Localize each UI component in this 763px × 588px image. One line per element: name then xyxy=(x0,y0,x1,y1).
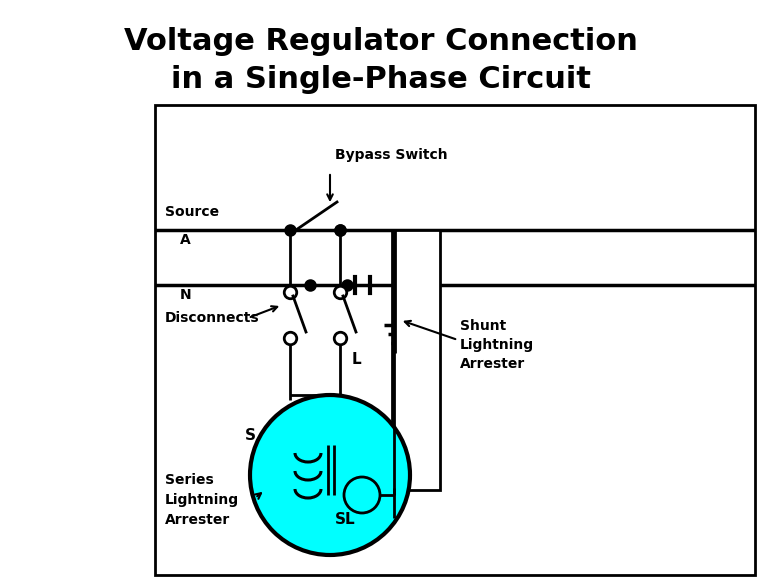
Text: Bypass Switch: Bypass Switch xyxy=(335,148,448,162)
Text: SL: SL xyxy=(335,513,356,527)
Text: A: A xyxy=(180,233,191,247)
Text: Disconnects: Disconnects xyxy=(165,311,259,325)
Text: Source: Source xyxy=(165,205,219,219)
Text: S: S xyxy=(244,427,256,443)
Circle shape xyxy=(344,477,380,513)
Text: Voltage Regulator Connection: Voltage Regulator Connection xyxy=(124,28,638,56)
Bar xyxy=(155,105,755,575)
Text: N: N xyxy=(180,288,192,302)
Text: Series
Lightning
Arrester: Series Lightning Arrester xyxy=(165,473,239,526)
Text: in a Single-Phase Circuit: in a Single-Phase Circuit xyxy=(171,65,591,95)
Text: L: L xyxy=(352,352,362,368)
Text: Shunt
Lightning
Arrester: Shunt Lightning Arrester xyxy=(460,319,534,372)
Bar xyxy=(392,230,440,490)
Circle shape xyxy=(250,395,410,555)
